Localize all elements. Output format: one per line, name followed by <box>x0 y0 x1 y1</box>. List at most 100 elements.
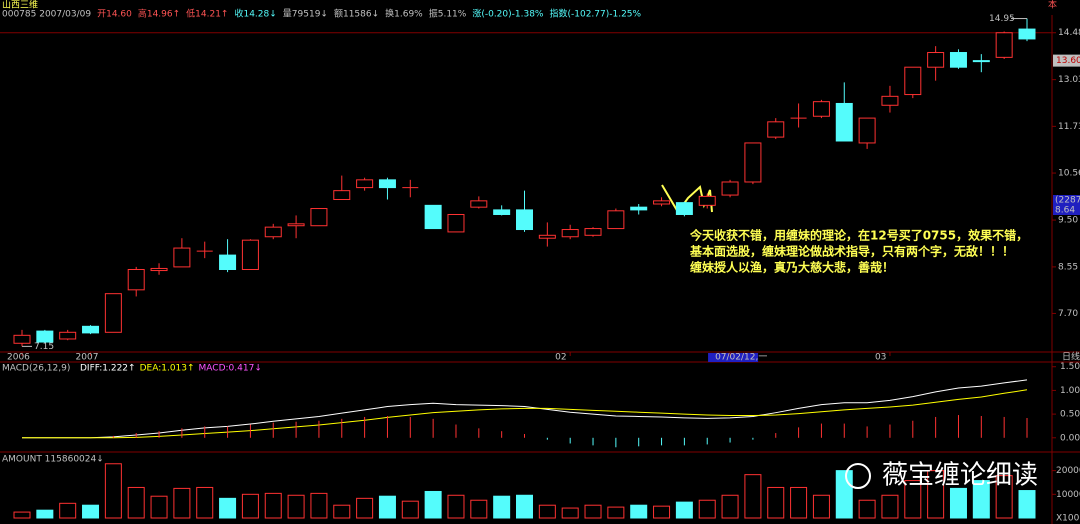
candle-body <box>36 330 54 343</box>
amount-bar <box>378 495 396 519</box>
x-cursor-box <box>708 353 759 362</box>
header-item: 低14.21↑ <box>186 8 228 20</box>
candle-body <box>82 325 100 334</box>
candle-body <box>630 206 648 211</box>
y-tick-label: 1.00 <box>1060 386 1080 396</box>
y-tick-label: 7.70 <box>1058 309 1078 319</box>
amount-bar <box>333 504 351 519</box>
candle-body <box>173 247 191 268</box>
watermark: 薇宝缠论细读 <box>882 461 1038 491</box>
y-tick-label: 0.50 <box>1060 410 1080 420</box>
candle-body <box>812 101 830 117</box>
amount-bar <box>721 494 739 519</box>
x-tick-label: 2007 <box>76 353 99 363</box>
amount-bar <box>264 492 282 519</box>
header-item: 换1.69% <box>385 8 423 20</box>
amount-bar <box>698 499 716 519</box>
candle-body <box>1018 28 1036 40</box>
amount-bar <box>972 480 990 519</box>
amount-bar <box>904 480 922 519</box>
header-item: 指数(-102.77)-1.25% <box>549 8 641 20</box>
amount-bar <box>493 495 511 519</box>
candle-body <box>241 239 259 271</box>
candle-body <box>561 229 579 238</box>
candle-body <box>835 102 853 142</box>
annotation: 今天收获不错，用缠妹的理论，在12号买了0755，效果不错， <box>689 228 1028 243</box>
y-tick-label: 1.50 <box>1060 362 1080 372</box>
candle-body <box>59 331 77 340</box>
header-item: 额11586↓ <box>334 8 379 20</box>
candle-body <box>127 269 145 291</box>
amount-bar <box>241 493 259 519</box>
amount-bar <box>630 504 648 519</box>
header-item: 振5.11% <box>429 8 467 20</box>
candle-body <box>972 60 990 63</box>
amount-bar <box>447 494 465 519</box>
candle-body <box>904 66 922 96</box>
candle-body <box>767 121 785 138</box>
amount-bar <box>858 499 876 519</box>
amount-bar <box>356 497 374 519</box>
legend-entry: DEA:1.013↑ <box>140 364 195 374</box>
candle-body <box>881 95 899 106</box>
macd-line <box>22 389 1028 439</box>
amount-bar <box>949 487 967 519</box>
amount-bar <box>196 486 214 519</box>
amount-bar <box>104 463 122 519</box>
candle-body <box>150 267 168 272</box>
candle-body <box>516 209 533 231</box>
side-box <box>1053 195 1080 215</box>
macd-title: MACD(26,12,9) <box>2 364 70 374</box>
legend-entry: DIFF:1.222↑ <box>80 364 136 374</box>
amount-bar <box>150 495 168 519</box>
amount-bar <box>927 470 945 519</box>
amount-bar <box>1018 490 1036 519</box>
y-tick-label: 100000 <box>1056 490 1080 500</box>
candle-body <box>424 204 442 230</box>
side-box-text: 8.64 <box>1055 206 1075 216</box>
candle-body <box>356 179 374 189</box>
candle-body <box>470 200 488 208</box>
period-label: 日线 <box>1062 351 1080 363</box>
header-item: 涨(-0.20)-1.38% <box>472 9 544 20</box>
candle-body <box>927 52 945 68</box>
amount-bar <box>13 511 31 519</box>
amount-bar <box>59 502 77 519</box>
y-tick-label: 9.50 <box>1058 216 1078 226</box>
candle-body <box>698 195 716 206</box>
stock-name: 山西三维 <box>2 0 38 11</box>
amount-bar <box>82 504 100 519</box>
macd-line <box>22 379 1028 439</box>
amount-bar <box>287 494 305 519</box>
y-tick-label: 10.56 <box>1058 169 1080 179</box>
candle-body <box>104 293 122 333</box>
amount-bar <box>767 486 785 519</box>
candle-body <box>607 210 625 230</box>
amount-bar <box>675 501 693 519</box>
candle-body <box>219 254 237 271</box>
candle-body <box>333 190 351 201</box>
amount-bar <box>470 499 488 519</box>
amount-bar <box>653 505 671 519</box>
amount-bar <box>584 504 602 519</box>
candle-body <box>378 179 396 189</box>
amount-bar <box>401 500 419 519</box>
amount-bar <box>790 486 808 519</box>
amount-bar <box>424 490 442 519</box>
amount-bar <box>561 507 579 519</box>
min-label: 7.15 <box>34 342 54 352</box>
x-tick-label: 02 <box>555 353 566 363</box>
wechat-icon <box>845 463 871 489</box>
amount-bar <box>516 494 533 519</box>
y-tick-label: 200000 <box>1056 466 1080 476</box>
x-tick-label: 2006 <box>7 353 30 363</box>
amount-bar <box>538 504 556 519</box>
amount-bar <box>881 494 899 519</box>
candle-body <box>538 234 556 239</box>
candle-body <box>858 117 876 144</box>
candle-body <box>13 334 31 344</box>
y-tick-label: 11.73 <box>1058 122 1080 132</box>
x-tick-label: 03 <box>875 353 886 363</box>
header-item: 量79519↓ <box>283 9 328 20</box>
candle-body <box>675 202 693 215</box>
